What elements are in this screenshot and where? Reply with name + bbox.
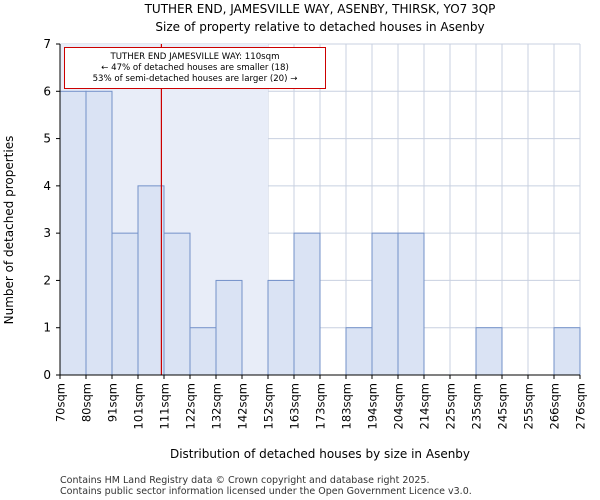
x-tick-label-255sqm: 255sqm: [522, 383, 536, 429]
x-tick-label-142sqm: 142sqm: [236, 383, 250, 429]
bar-183sqm: [345, 327, 373, 376]
x-tick-label-204sqm: 204sqm: [392, 383, 406, 429]
x-tick-label-194sqm: 194sqm: [366, 383, 380, 429]
annotation-line-1: TUTHER END JAMESVILLE WAY: 110sqm: [110, 52, 280, 62]
bar-266sqm: [553, 327, 581, 376]
y-tick-label-1: 1: [43, 321, 51, 335]
annotation-box: TUTHER END JAMESVILLE WAY: 110sqm ← 47% …: [64, 47, 326, 89]
bar-132sqm: [215, 279, 243, 376]
x-tick-label-266sqm: 266sqm: [548, 383, 562, 429]
x-tick-label-214sqm: 214sqm: [418, 383, 432, 429]
bar-122sqm: [189, 327, 217, 376]
x-tick-label-276sqm: 276sqm: [574, 383, 588, 429]
bar-235sqm: [475, 327, 503, 376]
annotation-line-3: 53% of semi-detached houses are larger (…: [92, 74, 298, 84]
x-tick-label-163sqm: 163sqm: [288, 383, 302, 429]
y-tick-label-7: 7: [43, 37, 51, 51]
bars: [59, 90, 581, 376]
bar-101sqm: [137, 185, 165, 376]
x-tick-label-111sqm: 111sqm: [158, 383, 172, 429]
y-tick-label-2: 2: [43, 273, 51, 287]
x-tick-label-183sqm: 183sqm: [340, 383, 354, 429]
x-axis-label: Distribution of detached houses by size …: [170, 447, 470, 461]
bar-194sqm: [371, 232, 399, 376]
bar-91sqm: [111, 232, 139, 376]
bar-163sqm: [293, 232, 321, 376]
x-tick-label-101sqm: 101sqm: [132, 383, 146, 429]
footer: Contains HM Land Registry data © Crown c…: [60, 475, 472, 497]
y-tick-label-5: 5: [43, 132, 51, 146]
footer-line-1: Contains HM Land Registry data © Crown c…: [60, 475, 430, 486]
x-tick-label-173sqm: 173sqm: [314, 383, 328, 429]
bar-70sqm: [59, 90, 87, 376]
bar-80sqm: [85, 90, 113, 376]
x-tick-label-122sqm: 122sqm: [184, 383, 198, 429]
x-tick-label-245sqm: 245sqm: [496, 383, 510, 429]
chart-title: TUTHER END, JAMESVILLE WAY, ASENBY, THIR…: [144, 2, 496, 16]
footer-line-2: Contains public sector information licen…: [60, 486, 472, 497]
y-tick-label-3: 3: [43, 226, 51, 240]
y-tick-label-4: 4: [43, 179, 51, 193]
x-tick-label-70sqm: 70sqm: [54, 383, 68, 422]
ticks: 0 1 2 3 4 5 6 7 70sqm 80sqm 91sqm 101sqm 111sqm 122sq…: [43, 37, 587, 429]
bar-152sqm: [267, 279, 295, 376]
bar-204sqm: [397, 232, 425, 376]
x-tick-label-132sqm: 132sqm: [210, 383, 224, 429]
y-tick-label-0: 0: [43, 368, 51, 382]
chart-subtitle: Size of property relative to detached ho…: [155, 20, 484, 34]
x-tick-label-152sqm: 152sqm: [262, 383, 276, 429]
y-axis-label: Number of detached properties: [2, 136, 16, 325]
annotation-line-2: ← 47% of detached houses are smaller (18…: [101, 63, 289, 73]
y-tick-label-6: 6: [43, 84, 51, 98]
x-tick-label-225sqm: 225sqm: [444, 383, 458, 429]
bar-111sqm: [163, 232, 191, 376]
x-tick-label-80sqm: 80sqm: [80, 383, 94, 422]
x-tick-label-91sqm: 91sqm: [106, 383, 120, 422]
x-tick-label-235sqm: 235sqm: [470, 383, 484, 429]
